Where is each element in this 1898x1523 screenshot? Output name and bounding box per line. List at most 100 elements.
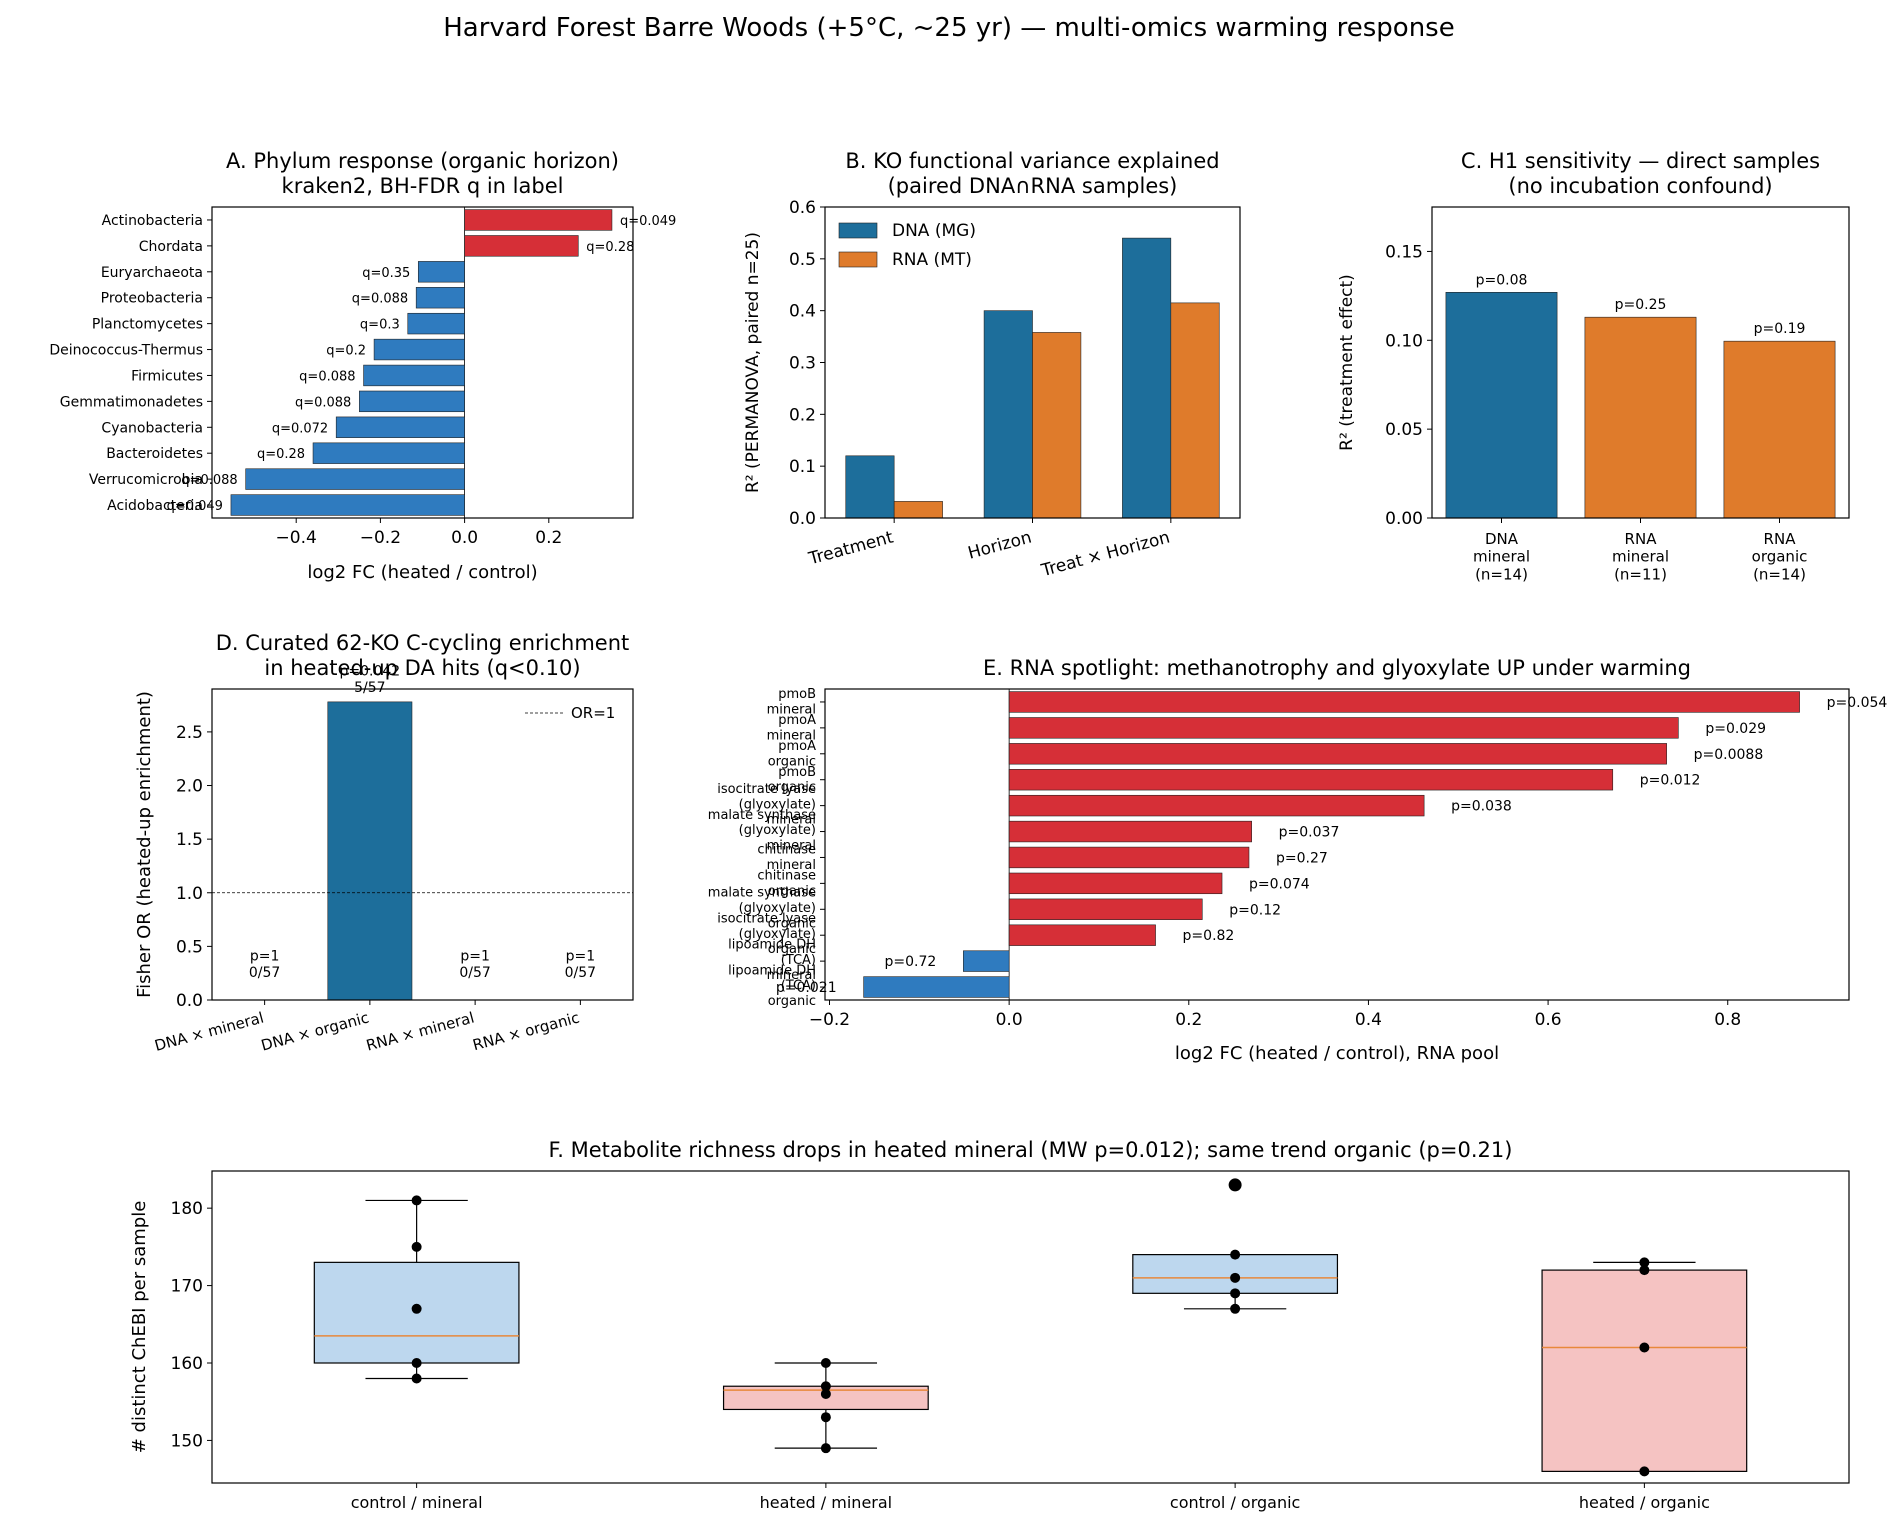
y-tick-label: 2.5 <box>176 723 203 743</box>
panel-d: p=1 0/57 DNA × mineral p=0.042 5/57 DNA × org… <box>134 631 634 1055</box>
bar <box>1008 924 1156 946</box>
bar <box>359 390 465 413</box>
data-point <box>1639 1466 1650 1477</box>
data-point <box>820 1388 831 1399</box>
bar <box>1032 332 1082 519</box>
bar <box>1170 302 1220 519</box>
x-tick-label: 0.2 <box>535 528 562 548</box>
category-label: chitinase mineral <box>757 843 816 873</box>
data-point <box>411 1303 422 1314</box>
category-label: malate synthase (glyoxylate) mineral <box>708 808 816 854</box>
panel-title: B. KO functional variance explained (pair… <box>845 149 1219 198</box>
x-tick-label: 0.8 <box>1714 1010 1741 1030</box>
y-tick-label: 0.00 <box>1385 509 1423 529</box>
bar <box>407 312 465 335</box>
bar <box>863 976 1010 998</box>
y-tick-label: 1.5 <box>176 830 203 850</box>
y-tick-label: 150 <box>171 1431 203 1451</box>
bar <box>373 338 465 361</box>
y-tick-label: 0.3 <box>789 354 816 374</box>
data-point <box>1230 1303 1241 1314</box>
panel-b: Treatment Horizon Treat × Horizon 0.0 0.1 0.2… <box>743 149 1241 581</box>
bar <box>464 235 579 257</box>
y-tick-label: 180 <box>171 1199 203 1219</box>
bar <box>893 501 943 519</box>
data-point <box>411 1373 422 1384</box>
bar <box>417 261 465 283</box>
bar-label: p=0.27 <box>1276 850 1328 866</box>
y-tick-label: 0.0 <box>176 991 203 1011</box>
y-tick-label: 0.2 <box>789 405 816 425</box>
bar-label: p=0.074 <box>1249 876 1310 892</box>
y-tick-label: 0.10 <box>1385 331 1423 351</box>
data-point <box>1230 1288 1241 1299</box>
y-tick-label: 1.0 <box>176 884 203 904</box>
bar <box>415 287 465 309</box>
flier-point <box>1228 1178 1242 1192</box>
x-axis-label: log2 FC (heated / control), RNA pool <box>1175 1043 1499 1064</box>
x-tick-label: RNA organic (n=14) <box>1752 530 1808 583</box>
y-axis-label: R² (treatment effect) <box>1337 274 1357 451</box>
x-tick-label: RNA × mineral <box>364 1008 476 1054</box>
category-label: Planctomycetes <box>92 317 203 333</box>
data-point <box>820 1443 831 1454</box>
legend-swatch <box>838 251 878 268</box>
bar-label: q=0.049 <box>620 214 676 229</box>
data-point <box>1230 1272 1241 1283</box>
y-tick-label: 0.1 <box>789 457 816 477</box>
x-tick-label: DNA × organic <box>259 1008 371 1054</box>
bar-label: q=0.049 <box>167 499 223 514</box>
category-label: isocitrate lyase (glyoxylate) mineral <box>717 782 816 828</box>
bar <box>464 209 613 231</box>
category-label: Cyanobacteria <box>101 420 203 436</box>
panel-c: p=0.08 DNA mineral (n=14) p=0.25 RNA mineral (n… <box>1337 149 1850 583</box>
legend-label: RNA (MT) <box>892 250 972 270</box>
bar <box>327 701 413 1001</box>
data-point <box>411 1195 422 1206</box>
bar <box>1008 898 1203 920</box>
panel-title: A. Phylum response (organic horizon) krak… <box>226 149 619 198</box>
category-label: Proteobacteria <box>101 291 203 307</box>
bar-label: p=0.19 <box>1754 321 1806 337</box>
bar-label: p=0.25 <box>1615 297 1667 313</box>
category-label: Actinobacteria <box>102 213 203 229</box>
x-tick-label: RNA mineral (n=11) <box>1612 530 1669 583</box>
plot-frame <box>1431 206 1850 519</box>
category-label: pmoB mineral <box>767 687 816 717</box>
x-tick-label: 0.2 <box>1175 1010 1202 1030</box>
bar-label: p=0.042 5/57 <box>340 663 401 696</box>
x-tick-label: 0.4 <box>1355 1010 1382 1030</box>
bar-label: q=0.088 <box>295 395 351 410</box>
category-label: Chordata <box>139 239 203 255</box>
bar <box>963 950 1010 972</box>
category-label: lipoamide DH (TCA) organic <box>728 963 816 1009</box>
data-point <box>1639 1257 1650 1268</box>
panel-title: D. Curated 62-KO C-cycling enrichment in … <box>216 631 630 680</box>
bar <box>1008 846 1250 869</box>
panel-f: control / mineral heated / mineral control… <box>129 1138 1850 1512</box>
bar-label: q=0.3 <box>360 318 400 333</box>
data-point <box>820 1381 831 1392</box>
x-tick-label: 0.6 <box>1535 1010 1562 1030</box>
bar <box>845 455 895 519</box>
y-tick-label: 0.0 <box>789 509 816 529</box>
bar-label: p=0.038 <box>1451 799 1512 815</box>
legend-label: DNA (MG) <box>892 221 976 241</box>
category-label: Gemmatimonadetes <box>60 394 203 410</box>
bar <box>1008 820 1252 843</box>
x-tick-label: −0.2 <box>809 1010 850 1030</box>
figure-suptitle: Harvard Forest Barre Woods (+5°C, ~25 yr… <box>443 13 1454 43</box>
bar <box>1008 769 1614 791</box>
x-tick-label: 0.0 <box>451 528 478 548</box>
panel-a: Actinobacteria q=0.049 Chordata q=0.28 Eurya… <box>49 149 676 583</box>
plot-frame <box>824 688 1850 1001</box>
bar-label: q=0.072 <box>272 421 328 436</box>
bar <box>1008 794 1425 817</box>
category-label: Euryarchaeota <box>101 265 203 281</box>
panel-e: pmoB mineral p=0.054 pmoA mineral p=0.029 pmoA… <box>708 656 1888 1064</box>
y-axis-label: Fisher OR (heated-up enrichment) <box>134 691 155 998</box>
x-axis-label: log2 FC (heated / control) <box>307 562 537 583</box>
panel-title: F. Metabolite richness drops in heated m… <box>549 1138 1513 1162</box>
data-point <box>1230 1249 1241 1260</box>
bar-label: q=0.28 <box>257 447 305 462</box>
